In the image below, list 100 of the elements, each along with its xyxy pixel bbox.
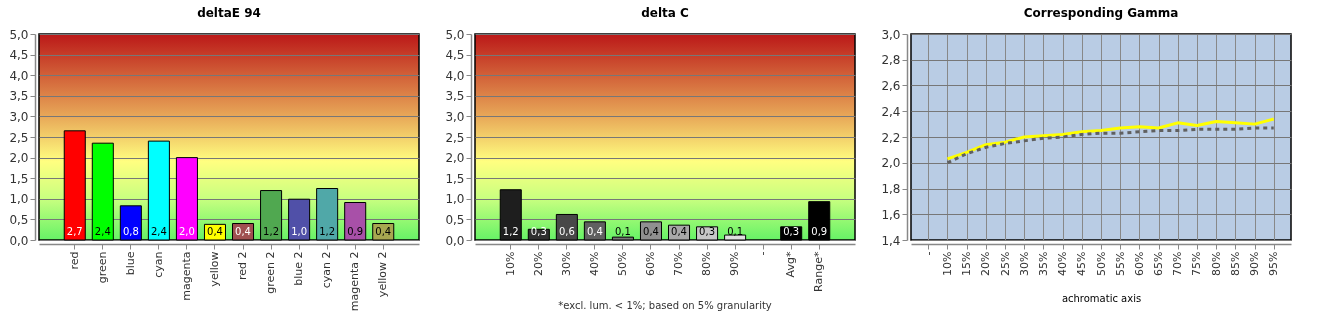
x-tick-label: 65% — [1152, 251, 1166, 276]
y-tick-label: 1,0 — [445, 192, 465, 207]
data-label: 0,4 — [235, 226, 251, 237]
y-tick-label: 1,0 — [9, 192, 29, 207]
data-label: 0,1 — [614, 226, 631, 237]
y-tick-label: 3,5 — [445, 89, 465, 104]
data-label: 0,4 — [207, 226, 223, 237]
chart-title: Corresponding Gamma — [1023, 6, 1179, 20]
data-label: 0,6 — [558, 226, 575, 237]
y-tick-label: 4,5 — [445, 48, 465, 63]
data-label: 0,4 — [375, 226, 392, 237]
data-label: 2,0 — [178, 226, 195, 237]
y-tick-label: 2,2 — [881, 130, 901, 145]
data-label: 0,4 — [586, 226, 603, 237]
x-tick-label: - — [756, 251, 770, 256]
x-tick-label: 50% — [1094, 251, 1108, 276]
y-tick-label: 0,5 — [9, 212, 29, 227]
y-tick-label: 2,5 — [445, 130, 465, 145]
data-label: 2,4 — [150, 226, 167, 237]
x-tick-label: red — [67, 251, 81, 270]
x-tick-label: 70% — [1171, 251, 1185, 276]
x-tick-label: 15% — [960, 251, 974, 276]
x-tick-label: 30% — [559, 251, 573, 276]
y-tick-label: 1,4 — [881, 233, 901, 248]
x-tick-label: 10% — [940, 251, 954, 276]
line-series — [945, 117, 1276, 161]
x-tick-label: magenta — [179, 251, 193, 301]
x-tick-label: 40% — [1056, 251, 1070, 276]
data-label: 0,3 — [530, 226, 547, 237]
data-label: 0,3 — [783, 226, 800, 237]
data-label: 2,4 — [94, 226, 111, 237]
x-tick-label: green — [95, 251, 109, 284]
x-tick-label: 30% — [1017, 251, 1031, 276]
x-tick-label: 40% — [587, 251, 601, 276]
x-tick-label: blue 2 — [292, 251, 306, 286]
x-tick-label: blue — [123, 251, 137, 276]
y-tick-label: 5,0 — [445, 27, 465, 42]
y-tick-label: 1,5 — [9, 171, 29, 186]
x-tick-label: magenta 2 — [348, 251, 362, 312]
x-tick-label: red 2 — [236, 251, 250, 281]
x-tick-label: 25% — [998, 251, 1012, 276]
y-tick-label: 2,4 — [881, 104, 901, 119]
x-tick-label: 50% — [615, 251, 629, 276]
data-label: 0,3 — [699, 226, 716, 237]
y-tick-label: 2,8 — [881, 53, 901, 68]
x-tick-label: 45% — [1075, 251, 1089, 276]
x-tick-label: Avg* — [784, 251, 798, 278]
y-tick-label: 0,5 — [445, 212, 465, 227]
text: *excl. lum. < 1%; based on 5% granularity — [558, 300, 772, 311]
x-tick-label: 90% — [1248, 251, 1262, 276]
line-series — [945, 126, 1276, 165]
data-label: 0,8 — [122, 226, 139, 237]
x-tick-label: 10% — [503, 251, 517, 276]
y-tick-label: 3,0 — [881, 27, 901, 42]
y-tick-label: 0,0 — [445, 233, 465, 248]
data-label: 0,1 — [727, 226, 744, 237]
x-tick-label: yellow — [207, 251, 221, 287]
x-tick-label: - — [921, 251, 935, 256]
x-tick-label: cyan 2 — [320, 251, 334, 289]
data-label: 1,2 — [263, 226, 280, 237]
data-label: 0,9 — [811, 226, 828, 237]
x-tick-label: green 2 — [264, 251, 278, 294]
y-tick-label: 3,0 — [445, 109, 465, 124]
data-label: 2,7 — [66, 226, 83, 237]
x-tick-label: 60% — [643, 251, 657, 276]
y-tick-label: 4,0 — [445, 68, 465, 83]
y-tick-label: 2,0 — [445, 151, 465, 166]
x-tick-label: 80% — [1209, 251, 1223, 276]
x-axis-title: achromatic axis — [1061, 292, 1142, 304]
x-tick-label: 60% — [1132, 251, 1146, 276]
x-tick-label: 80% — [700, 251, 714, 276]
y-tick-label: 2,0 — [881, 156, 901, 171]
data-label: 1,2 — [502, 226, 519, 237]
chart-title: delta C — [641, 6, 690, 20]
data-label: 1,0 — [291, 226, 308, 237]
y-tick-label: 3,0 — [9, 109, 29, 124]
x-tick-label: 35% — [1036, 251, 1050, 276]
y-tick-label: 1,6 — [881, 207, 901, 222]
x-tick-label: yellow 2 — [376, 251, 390, 298]
x-tick-label: 75% — [1190, 251, 1204, 276]
y-tick-label: 2,6 — [881, 79, 901, 93]
data-label: 0,4 — [643, 226, 659, 237]
y-tick-label: 4,5 — [9, 48, 29, 63]
y-tick-label: 2,5 — [9, 130, 29, 145]
chart-title: deltaE 94 — [197, 6, 261, 20]
y-tick-label: 2,0 — [9, 151, 29, 166]
x-tick-label: cyan — [151, 251, 165, 278]
x-tick-label: 70% — [672, 251, 686, 276]
x-tick-label: 20% — [979, 251, 993, 276]
data-label: 0,9 — [347, 226, 364, 237]
x-tick-label: 95% — [1267, 251, 1281, 276]
y-tick-label: 3,5 — [9, 89, 29, 104]
y-tick-label: 5,0 — [9, 27, 29, 42]
data-label: 1,2 — [319, 226, 336, 237]
y-tick-label: 1,8 — [881, 182, 901, 196]
data-label: 0,4 — [671, 226, 687, 237]
x-tick-label: Range* — [812, 251, 826, 292]
x-tick-label: 55% — [1113, 251, 1127, 276]
x-tick-label: 85% — [1228, 251, 1242, 276]
y-tick-label: 1,5 — [445, 171, 465, 186]
